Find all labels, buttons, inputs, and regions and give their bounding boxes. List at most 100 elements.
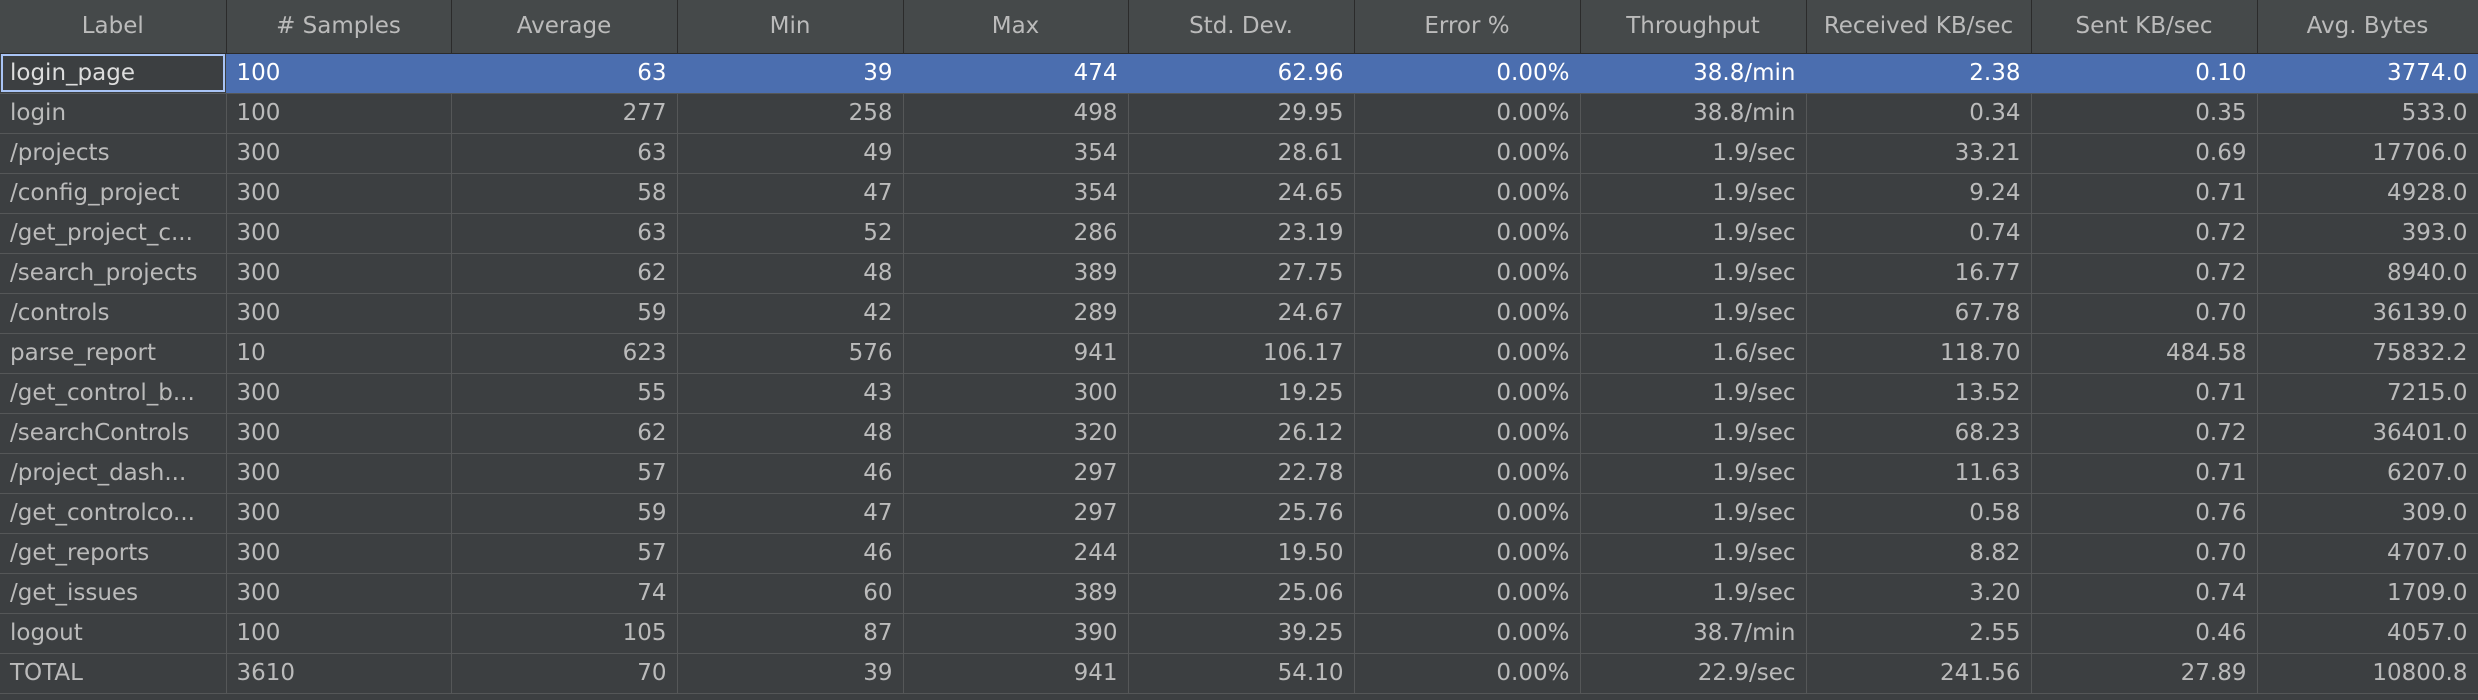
cell-std-dev[interactable]: 24.67 (1128, 293, 1355, 334)
cell-avg-bytes[interactable]: 393.0 (2257, 213, 2478, 254)
cell-sent-kb-sec[interactable]: 0.72 (2031, 413, 2258, 454)
column-header-throughput[interactable]: Throughput (1580, 0, 1807, 54)
cell-min[interactable]: 87 (677, 613, 904, 654)
cell-throughput[interactable]: 1.9/sec (1580, 253, 1807, 294)
cell-error-percent[interactable]: 0.00% (1354, 653, 1581, 694)
cell-avg-bytes[interactable]: 17706.0 (2257, 133, 2478, 174)
cell-average[interactable]: 57 (451, 533, 678, 574)
cell-std-dev[interactable]: 24.65 (1128, 173, 1355, 214)
cell-label[interactable]: parse_report (0, 333, 227, 374)
table-row[interactable]: /project_dash... 300 57 46 297 22.78 0.00% 1.9/… (0, 453, 2478, 494)
cell-max[interactable]: 474 (903, 53, 1129, 94)
cell-avg-bytes[interactable]: 7215.0 (2257, 373, 2478, 414)
cell-samples[interactable]: 300 (226, 453, 452, 494)
cell-average[interactable]: 63 (451, 53, 678, 94)
cell-received-kb-sec[interactable]: 33.21 (1806, 133, 2032, 174)
cell-avg-bytes[interactable]: 10800.8 (2257, 653, 2478, 694)
table-row[interactable]: parse_report 10 623 576 941 106.17 0.00% 1.6/se… (0, 333, 2478, 374)
cell-samples[interactable]: 10 (226, 333, 452, 374)
cell-received-kb-sec[interactable]: 11.63 (1806, 453, 2032, 494)
cell-sent-kb-sec[interactable]: 0.70 (2031, 533, 2258, 574)
cell-samples[interactable]: 300 (226, 493, 452, 534)
cell-received-kb-sec[interactable]: 67.78 (1806, 293, 2032, 334)
cell-label[interactable]: TOTAL (0, 653, 227, 694)
cell-avg-bytes[interactable]: 6207.0 (2257, 453, 2478, 494)
cell-samples[interactable]: 300 (226, 253, 452, 294)
table-row[interactable]: login_page 100 63 39 474 62.96 0.00% 38.8/min 2.… (0, 53, 2478, 94)
cell-throughput[interactable]: 38.8/min (1580, 53, 1807, 94)
cell-std-dev[interactable]: 22.78 (1128, 453, 1355, 494)
cell-samples[interactable]: 300 (226, 413, 452, 454)
column-header-average[interactable]: Average (451, 0, 678, 54)
cell-throughput[interactable]: 1.9/sec (1580, 533, 1807, 574)
cell-label[interactable]: /project_dash... (0, 453, 227, 494)
table-row[interactable]: /get_controlco... 300 59 47 297 25.76 0.00% 1.9… (0, 493, 2478, 534)
cell-sent-kb-sec[interactable]: 27.89 (2031, 653, 2258, 694)
cell-label[interactable]: /get_controlco... (0, 493, 227, 534)
cell-min[interactable]: 48 (677, 413, 904, 454)
cell-average[interactable]: 63 (451, 213, 678, 254)
column-header-samples[interactable]: # Samples (226, 0, 452, 54)
cell-avg-bytes[interactable]: 1709.0 (2257, 573, 2478, 614)
cell-received-kb-sec[interactable]: 118.70 (1806, 333, 2032, 374)
cell-throughput[interactable]: 22.9/sec (1580, 653, 1807, 694)
cell-min[interactable]: 52 (677, 213, 904, 254)
table-row[interactable]: /get_project_c... 300 63 52 286 23.19 0.00% 1.9… (0, 213, 2478, 254)
table-row[interactable]: logout 100 105 87 390 39.25 0.00% 38.7/min 2.55 0… (0, 613, 2478, 654)
cell-max[interactable]: 941 (903, 333, 1129, 374)
cell-samples[interactable]: 100 (226, 53, 452, 94)
cell-error-percent[interactable]: 0.00% (1354, 173, 1581, 214)
table-row-total[interactable]: TOTAL 3610 70 39 941 54.10 0.00% 22.9/sec 241.56… (0, 653, 2478, 694)
cell-label[interactable]: logout (0, 613, 227, 654)
cell-average[interactable]: 623 (451, 333, 678, 374)
cell-average[interactable]: 59 (451, 293, 678, 334)
cell-received-kb-sec[interactable]: 3.20 (1806, 573, 2032, 614)
cell-avg-bytes[interactable]: 3774.0 (2257, 53, 2478, 94)
cell-throughput[interactable]: 1.9/sec (1580, 293, 1807, 334)
column-header-label[interactable]: Label (0, 0, 227, 54)
cell-average[interactable]: 55 (451, 373, 678, 414)
cell-max[interactable]: 354 (903, 173, 1129, 214)
cell-received-kb-sec[interactable]: 16.77 (1806, 253, 2032, 294)
cell-samples[interactable]: 300 (226, 373, 452, 414)
cell-samples[interactable]: 300 (226, 293, 452, 334)
cell-average[interactable]: 105 (451, 613, 678, 654)
cell-label[interactable]: /get_project_c... (0, 213, 227, 254)
cell-error-percent[interactable]: 0.00% (1354, 373, 1581, 414)
cell-std-dev[interactable]: 25.06 (1128, 573, 1355, 614)
cell-samples[interactable]: 100 (226, 613, 452, 654)
table-row[interactable]: login 100 277 258 498 29.95 0.00% 38.8/min 0.34 0… (0, 93, 2478, 134)
cell-sent-kb-sec[interactable]: 0.76 (2031, 493, 2258, 534)
cell-sent-kb-sec[interactable]: 0.10 (2031, 53, 2258, 94)
cell-max[interactable]: 244 (903, 533, 1129, 574)
cell-throughput[interactable]: 1.9/sec (1580, 453, 1807, 494)
cell-avg-bytes[interactable]: 533.0 (2257, 93, 2478, 134)
cell-label[interactable]: /get_control_b... (0, 373, 227, 414)
cell-std-dev[interactable]: 28.61 (1128, 133, 1355, 174)
cell-max[interactable]: 498 (903, 93, 1129, 134)
cell-max[interactable]: 389 (903, 573, 1129, 614)
cell-samples[interactable]: 300 (226, 173, 452, 214)
cell-min[interactable]: 42 (677, 293, 904, 334)
cell-label[interactable]: /projects (0, 133, 227, 174)
cell-max[interactable]: 297 (903, 453, 1129, 494)
cell-throughput[interactable]: 1.9/sec (1580, 493, 1807, 534)
cell-throughput[interactable]: 1.9/sec (1580, 173, 1807, 214)
cell-received-kb-sec[interactable]: 68.23 (1806, 413, 2032, 454)
cell-label[interactable]: /get_issues (0, 573, 227, 614)
cell-throughput[interactable]: 1.9/sec (1580, 373, 1807, 414)
cell-samples[interactable]: 300 (226, 133, 452, 174)
cell-received-kb-sec[interactable]: 2.38 (1806, 53, 2032, 94)
cell-throughput[interactable]: 1.9/sec (1580, 133, 1807, 174)
cell-throughput[interactable]: 1.9/sec (1580, 213, 1807, 254)
cell-std-dev[interactable]: 23.19 (1128, 213, 1355, 254)
cell-throughput[interactable]: 1.6/sec (1580, 333, 1807, 374)
cell-sent-kb-sec[interactable]: 484.58 (2031, 333, 2258, 374)
cell-min[interactable]: 48 (677, 253, 904, 294)
cell-samples[interactable]: 300 (226, 533, 452, 574)
cell-sent-kb-sec[interactable]: 0.72 (2031, 213, 2258, 254)
cell-std-dev[interactable]: 106.17 (1128, 333, 1355, 374)
cell-std-dev[interactable]: 39.25 (1128, 613, 1355, 654)
cell-throughput[interactable]: 1.9/sec (1580, 573, 1807, 614)
cell-error-percent[interactable]: 0.00% (1354, 453, 1581, 494)
